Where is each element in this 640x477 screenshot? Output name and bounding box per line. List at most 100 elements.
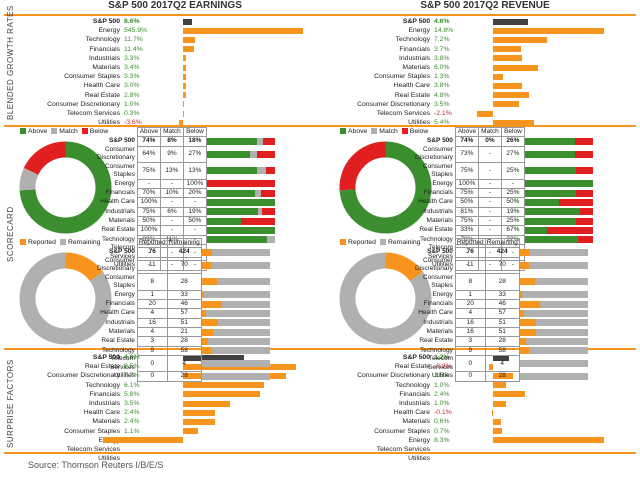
stacked-bar	[201, 300, 270, 308]
bar-segment	[210, 261, 270, 269]
row-label: S&P 500	[109, 248, 135, 256]
bar	[183, 382, 265, 389]
table-row: Financials 20 46	[414, 299, 588, 310]
category-label: Consumer Staples	[64, 73, 120, 81]
category-label: S&P 500	[92, 18, 120, 25]
bar-segment	[519, 347, 529, 355]
stacked-bar	[201, 328, 270, 336]
table-cell: -	[500, 178, 525, 190]
bar-cell	[519, 274, 588, 291]
table-cell: 424	[484, 247, 520, 258]
bar	[493, 382, 507, 389]
bar-segment	[540, 300, 588, 308]
value-label: 5.8%	[124, 390, 140, 398]
value-label: 3.3%	[124, 73, 140, 81]
row-label: Consumer Staples	[104, 162, 135, 178]
table-cell: 27%	[182, 145, 207, 164]
bar-segment	[519, 319, 536, 327]
table-cell: 33	[484, 289, 520, 301]
column-header: Above	[454, 126, 479, 138]
bar-segment	[250, 150, 257, 158]
bar-segment	[201, 261, 211, 269]
value-label: 3.4%	[124, 64, 140, 71]
bar-column-header	[519, 239, 588, 248]
bar-cell	[519, 300, 588, 309]
bar-segment	[201, 278, 217, 286]
row-label: Telecom Services	[427, 355, 453, 371]
table-cell: 51	[484, 326, 520, 338]
table-cell: 70%	[136, 188, 161, 199]
bar-cell	[524, 179, 593, 188]
table-row: Consumer Discretionary 64% 9% 27%	[96, 145, 275, 164]
category-label: Financials	[89, 45, 120, 53]
table-cell: 4	[454, 308, 486, 319]
table-cell: 100%	[136, 197, 161, 208]
table-row: Health Care 50% -50%	[414, 197, 593, 208]
bar-segment	[535, 319, 588, 327]
value-label: 4.6%	[434, 18, 450, 25]
value-label: 4.8%	[434, 91, 450, 99]
table-cell: -	[477, 178, 502, 190]
table-cell: 3	[136, 336, 168, 347]
category-label: Financials	[89, 390, 120, 398]
table-cell: 28	[166, 336, 202, 347]
bar-cell	[201, 318, 270, 327]
table-cell: 50%	[454, 197, 479, 208]
row-label: Materials	[426, 327, 453, 335]
bar	[183, 55, 187, 62]
donut-slice	[19, 252, 112, 345]
column-header: Match	[477, 126, 502, 138]
category-label: Industrials	[399, 54, 430, 62]
category-label: Technology	[395, 36, 430, 44]
table-row: S&P 500 74% 8% 18%	[96, 136, 275, 147]
bar-segment	[575, 137, 593, 145]
table-cell: -	[136, 178, 161, 190]
bar-cell	[519, 290, 588, 299]
stacked-bar	[201, 261, 270, 269]
bar-segment	[257, 208, 262, 216]
bar-segment	[574, 150, 593, 158]
bar	[493, 73, 503, 80]
row-label: S&P 500	[427, 137, 453, 145]
bar-cell	[524, 163, 593, 180]
category-label: Telecom Services	[66, 446, 120, 453]
bar-cell	[206, 207, 275, 216]
growth-earnings-chart: S&P 500 8.6% Energy 545.9% Technology 11.7% Fi…	[20, 17, 320, 127]
row-label: Consumer Staples	[104, 273, 135, 289]
row-label: Consumer Discretionary	[415, 146, 453, 162]
table-row: Technology 9 58	[96, 345, 270, 356]
bar-segment	[519, 328, 536, 336]
table-cell: 9	[136, 345, 168, 356]
table-row: Health Care 4 57	[96, 308, 270, 319]
value-label: 11.7%	[124, 36, 143, 44]
stacked-bar	[201, 278, 270, 286]
table-cell: -	[477, 206, 502, 217]
row-label: Industrials	[105, 207, 135, 215]
table-cell: 9%	[159, 145, 184, 164]
table-cell: -	[477, 225, 502, 236]
bar-cell	[524, 146, 593, 163]
table-row: Energy 1 33	[414, 289, 588, 301]
scorecard-section-label: SCORECARD	[6, 206, 15, 262]
category-label: Industrials	[399, 400, 430, 407]
bar-segment	[519, 261, 529, 269]
bar	[183, 64, 187, 71]
table-cell: 1	[454, 289, 486, 301]
bar-cell	[524, 216, 593, 225]
value-label: 4.6%	[124, 354, 140, 361]
category-label: Energy	[98, 27, 120, 35]
bar-segment	[526, 337, 588, 345]
table-cell: 19%	[500, 206, 525, 217]
value-label: 3.3%	[124, 54, 140, 62]
bar-cell	[524, 198, 593, 207]
bar-segment	[577, 236, 593, 244]
bar	[183, 27, 303, 34]
table-cell: 16	[454, 326, 486, 338]
bar-segment	[201, 319, 218, 327]
category-label: Real Estate	[84, 363, 120, 371]
bar-cell	[519, 372, 588, 381]
stacked-bar	[519, 347, 588, 355]
table-cell: 1	[136, 289, 168, 301]
source-note: Source: Thomson Reuters I/B/E/S	[28, 460, 164, 470]
row-label: Health Care	[418, 198, 453, 206]
